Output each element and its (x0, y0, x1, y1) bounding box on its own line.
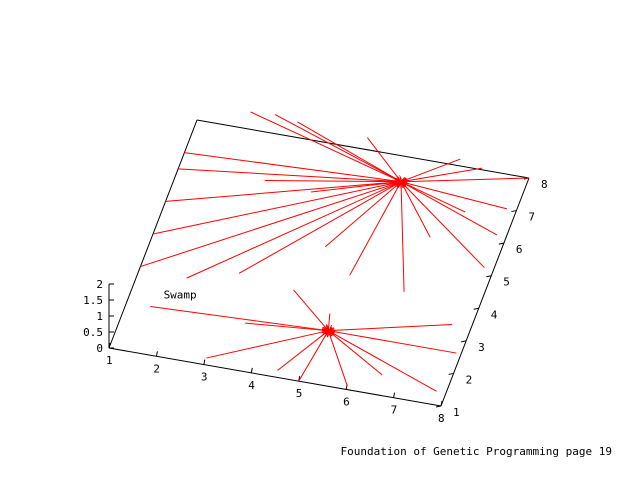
z-tick-label: 1 (96, 310, 103, 323)
annotation-label: Swamp (164, 288, 197, 301)
axes-group (108, 119, 530, 408)
y-tick-label: 4 (491, 308, 498, 321)
vector-arrow (152, 182, 401, 235)
vector-arrow (238, 182, 401, 274)
vector-arrow (401, 182, 431, 238)
vector-arrow (274, 114, 401, 182)
y-tick (448, 372, 454, 375)
vector-arrow (401, 182, 466, 213)
vector-arrow (150, 306, 328, 331)
y-tick (511, 210, 517, 213)
x-tick (393, 392, 396, 398)
x-tick (250, 367, 253, 373)
vector-arrow (328, 331, 348, 387)
y-tick (486, 275, 492, 278)
vector-arrow (310, 182, 401, 193)
x-tick (203, 359, 206, 365)
z-tick-label: 1.5 (83, 294, 103, 307)
vector-arrow (401, 182, 498, 236)
y-tick-label: 1 (453, 406, 460, 419)
y-tick (461, 340, 467, 343)
vector-arrow (328, 331, 383, 376)
vector-arrow (184, 152, 401, 182)
y-tick-label: 6 (516, 243, 523, 256)
attractor-spoke (400, 179, 408, 183)
vector-arrow (401, 182, 485, 268)
vector-arrow (178, 168, 401, 182)
x-axis-line (108, 347, 442, 407)
vector-arrow (401, 182, 405, 292)
footer-caption: Foundation of Genetic Programming page 1… (340, 445, 612, 458)
vector-arrow (328, 331, 437, 392)
y-axis-line (440, 177, 530, 407)
x-tick-label: 2 (153, 362, 160, 375)
vector-arrow (401, 158, 461, 182)
z-tick-label: 2 (96, 278, 103, 291)
vector-arrow (250, 111, 401, 182)
vector-arrow (328, 331, 457, 354)
y-tick (498, 242, 504, 245)
vector-arrow (297, 121, 401, 182)
x-tick-label: 6 (343, 395, 350, 408)
back-top-edge (196, 119, 530, 179)
x-tick-label: 4 (248, 379, 255, 392)
vector-arrow (324, 182, 401, 248)
vector-arrow (245, 322, 328, 331)
attractor-spoke (400, 181, 405, 186)
attractor-spoke (328, 328, 335, 332)
y-tick-label: 8 (541, 178, 548, 191)
x-tick (440, 400, 443, 407)
y-tick (435, 405, 442, 408)
x-tick (155, 351, 158, 357)
vector-arrow (140, 182, 401, 268)
z-tick-label: 0 (96, 342, 103, 355)
vector-arrow (401, 177, 530, 182)
y-tick-label: 2 (466, 373, 473, 386)
attractor-spoke (327, 330, 333, 335)
vector-arrow (328, 324, 453, 331)
vector-arrow (401, 182, 508, 210)
vector-arrow (165, 182, 401, 202)
attractor-spoke (397, 177, 402, 183)
vector-arrow (277, 331, 329, 371)
vector-arrow (206, 331, 328, 359)
x-tick-label: 3 (201, 371, 208, 384)
y-tick-label: 3 (478, 341, 485, 354)
vector-arrows (140, 111, 530, 392)
x-tick-label: 7 (391, 404, 398, 417)
x-tick-label: 8 (438, 412, 445, 425)
x-tick-label: 5 (296, 387, 303, 400)
vector-arrow (298, 331, 329, 382)
vector-arrow (186, 182, 401, 279)
y-tick-label: 5 (503, 276, 510, 289)
vector-arrow (293, 289, 328, 331)
vector-arrow (401, 167, 483, 182)
z-tick-label: 0.5 (83, 326, 103, 339)
attractor-spoke (324, 326, 329, 332)
x-tick-label: 1 (106, 354, 113, 367)
vector-arrow (367, 137, 401, 182)
vector-arrow (264, 181, 401, 182)
vector-arrow (349, 182, 401, 276)
y-tick-label: 7 (528, 211, 535, 224)
y-tick (473, 307, 479, 310)
